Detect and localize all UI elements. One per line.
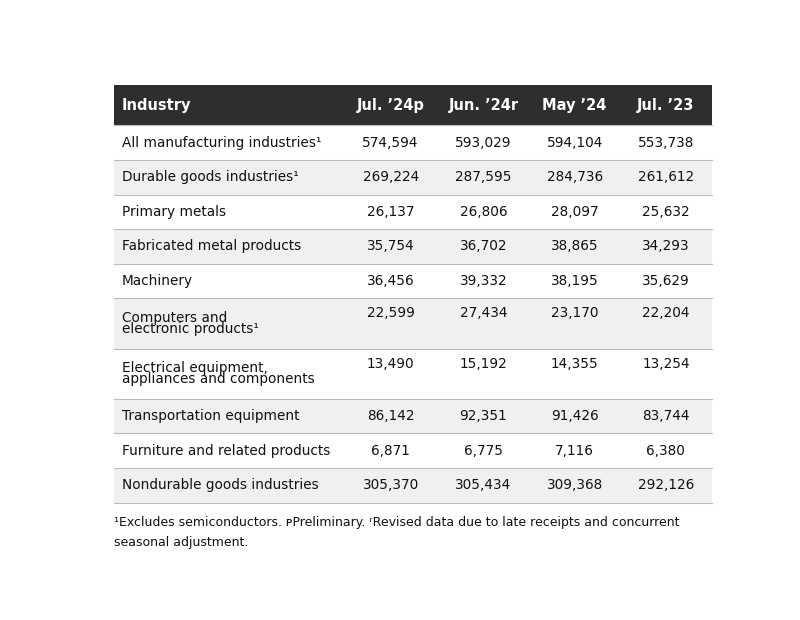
Bar <box>114 85 712 125</box>
Text: 594,104: 594,104 <box>546 136 603 149</box>
Text: 91,426: 91,426 <box>551 409 598 423</box>
Text: Primary metals: Primary metals <box>122 205 226 219</box>
Text: 13,490: 13,490 <box>367 356 414 371</box>
Text: Transportation equipment: Transportation equipment <box>122 409 299 423</box>
Text: Jul. ’24p: Jul. ’24p <box>357 98 425 113</box>
Bar <box>114 195 712 229</box>
Text: Furniture and related products: Furniture and related products <box>122 443 330 458</box>
Text: 22,204: 22,204 <box>642 306 690 321</box>
Text: 309,368: 309,368 <box>546 478 602 492</box>
Text: Nondurable goods industries: Nondurable goods industries <box>122 478 318 492</box>
Text: Fabricated metal products: Fabricated metal products <box>122 239 301 254</box>
Bar <box>114 348 712 399</box>
Text: 6,380: 6,380 <box>646 443 686 458</box>
Bar <box>114 468 712 503</box>
Text: 305,434: 305,434 <box>455 478 511 492</box>
Text: 287,595: 287,595 <box>455 170 512 184</box>
Text: 22,599: 22,599 <box>366 306 414 321</box>
Text: 26,137: 26,137 <box>367 205 414 219</box>
Text: 284,736: 284,736 <box>546 170 602 184</box>
Text: 36,456: 36,456 <box>367 274 414 288</box>
Text: 38,195: 38,195 <box>550 274 598 288</box>
Bar <box>114 298 712 348</box>
Bar <box>114 399 712 433</box>
Bar <box>114 160 712 195</box>
Text: 83,744: 83,744 <box>642 409 690 423</box>
Text: ¹Excludes semiconductors. ᴘPreliminary. ʳRevised data due to late receipts and c: ¹Excludes semiconductors. ᴘPreliminary. … <box>114 516 679 529</box>
Bar <box>114 229 712 264</box>
Text: 13,254: 13,254 <box>642 356 690 371</box>
Text: 36,702: 36,702 <box>460 239 507 254</box>
Text: 292,126: 292,126 <box>638 478 694 492</box>
Text: Industry: Industry <box>122 98 191 113</box>
Text: 26,806: 26,806 <box>460 205 507 219</box>
Text: appliances and components: appliances and components <box>122 372 314 386</box>
Text: Jun. ’24r: Jun. ’24r <box>448 98 518 113</box>
Text: 6,775: 6,775 <box>464 443 503 458</box>
Text: Jul. ’23: Jul. ’23 <box>637 98 694 113</box>
Text: 553,738: 553,738 <box>638 136 694 149</box>
Text: Machinery: Machinery <box>122 274 193 288</box>
Text: 35,629: 35,629 <box>642 274 690 288</box>
Text: May ’24: May ’24 <box>542 98 607 113</box>
Text: 7,116: 7,116 <box>555 443 594 458</box>
Text: 27,434: 27,434 <box>460 306 507 321</box>
Text: seasonal adjustment.: seasonal adjustment. <box>114 536 248 549</box>
Text: 261,612: 261,612 <box>638 170 694 184</box>
Text: 35,754: 35,754 <box>366 239 414 254</box>
Text: 25,632: 25,632 <box>642 205 690 219</box>
Text: 269,224: 269,224 <box>362 170 418 184</box>
Text: 38,865: 38,865 <box>551 239 598 254</box>
Text: All manufacturing industries¹: All manufacturing industries¹ <box>122 136 322 149</box>
Text: 14,355: 14,355 <box>550 356 598 371</box>
Text: Electrical equipment,: Electrical equipment, <box>122 361 268 375</box>
Text: 34,293: 34,293 <box>642 239 690 254</box>
Text: electronic products¹: electronic products¹ <box>122 322 258 336</box>
Bar <box>114 433 712 468</box>
Text: 86,142: 86,142 <box>367 409 414 423</box>
Text: 39,332: 39,332 <box>459 274 507 288</box>
Text: 593,029: 593,029 <box>455 136 512 149</box>
Text: Durable goods industries¹: Durable goods industries¹ <box>122 170 298 184</box>
Text: 23,170: 23,170 <box>551 306 598 321</box>
Text: 305,370: 305,370 <box>362 478 418 492</box>
Text: Computers and: Computers and <box>122 311 227 325</box>
Text: 28,097: 28,097 <box>551 205 598 219</box>
Text: 15,192: 15,192 <box>459 356 507 371</box>
Bar <box>114 125 712 160</box>
Text: 574,594: 574,594 <box>362 136 419 149</box>
Bar <box>114 264 712 298</box>
Text: 6,871: 6,871 <box>371 443 410 458</box>
Text: 92,351: 92,351 <box>459 409 507 423</box>
